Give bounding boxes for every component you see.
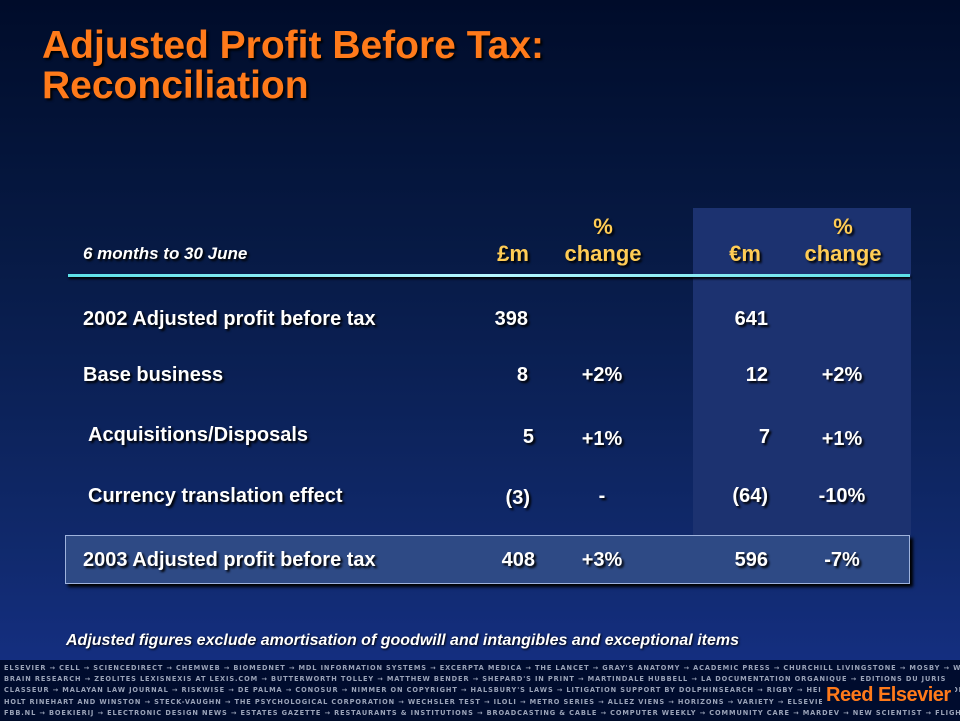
row-base-business-eur-pct: +2%: [821, 364, 863, 386]
row-2002-label: 2002 Adjusted profit before tax: [83, 308, 376, 330]
header-eur-pct-symbol: %: [833, 214, 853, 239]
brand-line: ELSEVIER → CELL → SCIENCEDIRECT → CHEMWE…: [4, 664, 960, 672]
row-base-business-eur: 12: [745, 364, 768, 386]
footnote: Adjusted figures exclude amortisation of…: [66, 632, 739, 649]
row-currency-gbp-pct: -: [598, 485, 606, 507]
row-base-business-gbp-pct: +2%: [581, 364, 623, 386]
title-line-2: Reconciliation: [42, 64, 309, 107]
row-2003-label: 2003 Adjusted profit before tax: [83, 549, 376, 571]
row-acquisitions-gbp-pct: +1%: [581, 428, 623, 450]
header-gbp-pct-symbol: %: [593, 214, 613, 239]
title-line-1: Adjusted Profit Before Tax:: [42, 24, 544, 67]
row-base-business-label: Base business: [83, 364, 224, 386]
header-eur-change-word: change: [804, 241, 882, 266]
row-2003-eur: 596: [734, 549, 768, 571]
brand-line: BRAIN RESEARCH → ZEOLITES LEXISNEXIS AT …: [4, 675, 947, 684]
reed-elsevier-logo: Reed Elsevier: [822, 683, 955, 708]
page-title: Adjusted Profit Before Tax: Reconciliati…: [42, 26, 544, 106]
total-row-highlight: [65, 535, 910, 584]
brand-line: HOLT RINEHART AND WINSTON → STECK-VAUGHN…: [4, 697, 945, 706]
row-currency-eur-pct: -10%: [818, 485, 866, 507]
header-gbp-m: £m: [497, 241, 529, 266]
brand-line: CLASSEUR → MALAYAN LAW JOURNAL → RISKWIS…: [4, 686, 960, 695]
row-base-business-gbp: 8: [516, 364, 528, 386]
header-gbp-pct-change: % change: [553, 213, 653, 267]
row-currency-gbp: (3): [505, 487, 530, 509]
header-divider: [68, 274, 910, 277]
header-gbp-change-word: change: [564, 241, 642, 266]
row-2003-eur-pct: -7%: [824, 549, 860, 571]
period-label: 6 months to 30 June: [83, 244, 248, 263]
row-2003-gbp-pct: +3%: [581, 549, 623, 571]
row-2002-eur: 641: [734, 308, 768, 330]
row-2003-gbp: 408: [501, 549, 535, 571]
header-eur-pct-change: % change: [793, 213, 893, 267]
row-currency-label: Currency translation effect: [88, 485, 343, 507]
row-acquisitions-label: Acquisitions/Disposals: [88, 424, 309, 446]
brand-list: ELSEVIER → CELL → SCIENCEDIRECT → CHEMWE…: [4, 663, 960, 721]
row-acquisitions-gbp: 5: [522, 426, 534, 448]
brand-line: FBB.NL → BOEKIERIJ → ELECTRONIC DESIGN N…: [4, 708, 960, 717]
row-acquisitions-eur-pct: +1%: [821, 428, 863, 450]
row-currency-eur: (64): [732, 485, 768, 507]
row-acquisitions-eur: 7: [758, 426, 770, 448]
brand-footer: ELSEVIER → CELL → SCIENCEDIRECT → CHEMWE…: [0, 660, 960, 720]
row-2002-gbp: 398: [494, 308, 528, 330]
euro-column-panel: [693, 208, 911, 535]
header-eur-m: €m: [729, 241, 761, 266]
